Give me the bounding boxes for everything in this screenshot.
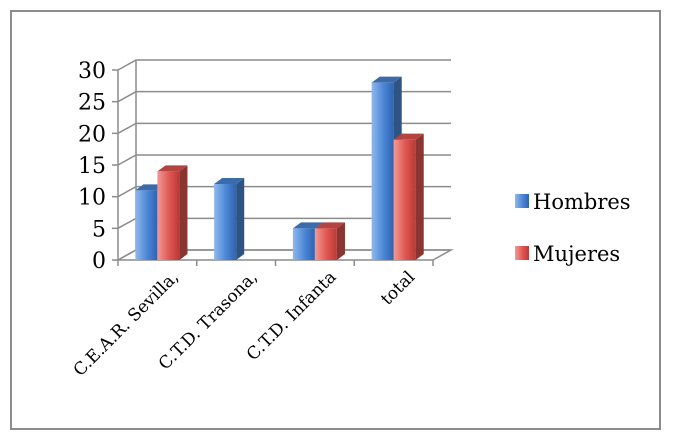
bar-top (314, 222, 345, 229)
bar-front (157, 171, 180, 260)
legend-label: Hombres (533, 190, 631, 214)
gridline (117, 154, 451, 166)
bar-front (314, 228, 337, 260)
legend-item: Hombres (515, 190, 631, 214)
x-tick-label: total (377, 267, 419, 309)
legend-swatch (515, 194, 529, 208)
y-tick-label: 10 (78, 186, 106, 211)
y-tick-label: 25 (78, 91, 106, 116)
y-axis: 0 5 10 15 20 25 30 (78, 59, 118, 274)
bar-front (292, 228, 315, 260)
gridline (117, 59, 451, 71)
bar-side (415, 133, 424, 260)
bar (214, 178, 245, 260)
bar-side (336, 222, 345, 260)
y-tick-label: 15 (78, 154, 106, 179)
legend: Hombres Mujeres (515, 190, 631, 266)
y-tick-label: 20 (78, 122, 106, 147)
bar-top (292, 222, 323, 229)
y-tick-label: 5 (92, 217, 106, 242)
bar-top (214, 178, 245, 184)
bar-front (393, 139, 416, 260)
bar (393, 133, 424, 260)
y-tick-label: 0 (92, 249, 106, 274)
gridlines (117, 59, 451, 261)
bars (135, 76, 424, 261)
gridline (117, 122, 451, 134)
gridline (117, 185, 451, 198)
y-tick-label: 30 (78, 59, 106, 84)
bar-side (236, 178, 245, 260)
bar-front (371, 82, 394, 261)
bar-top (157, 165, 188, 172)
gridline (117, 90, 451, 103)
bar-side (179, 165, 188, 260)
x-axis: C.E.A.R. Sevilla,C.T.D. Trasona,C.T.D. I… (70, 260, 434, 381)
bar-front (214, 184, 237, 260)
legend-swatch (515, 246, 529, 260)
legend-label: Mujeres (533, 242, 620, 266)
bar-top (371, 76, 402, 83)
bar-front (135, 190, 158, 260)
bar (314, 222, 345, 260)
bar-top (393, 133, 424, 140)
legend-item: Mujeres (515, 242, 620, 266)
bar (157, 165, 188, 260)
